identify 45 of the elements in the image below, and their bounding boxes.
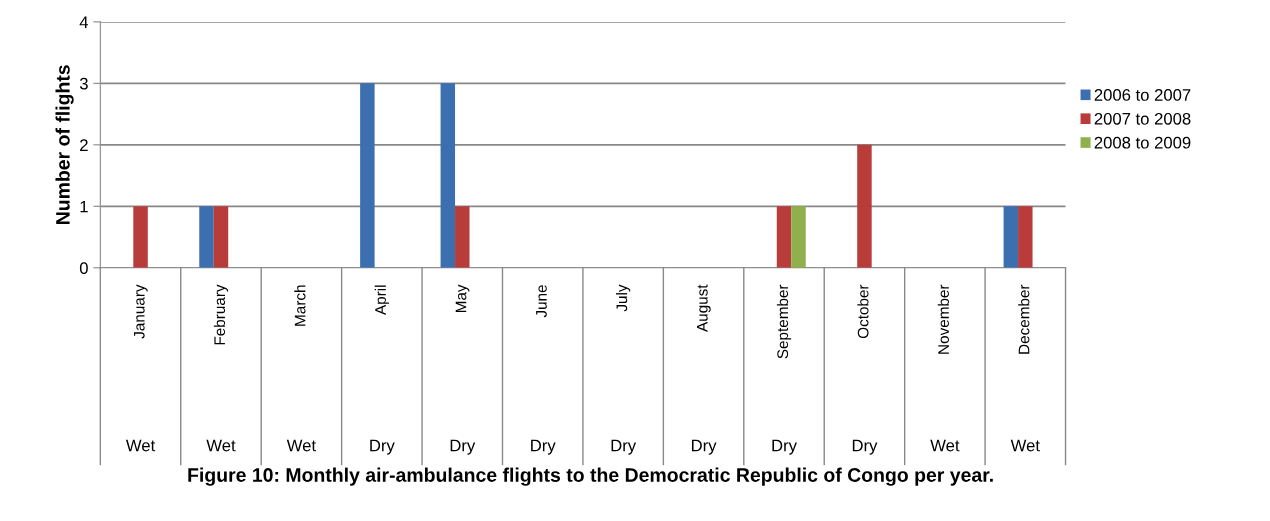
x-tick-label: December (1018, 284, 1030, 354)
bar (199, 206, 214, 268)
bar (440, 83, 456, 268)
text: Dry (691, 439, 717, 455)
y-axis-title: Number of flights (55, 65, 74, 225)
legend-label: 2006 to 2007 (1094, 89, 1191, 101)
text: Wet (930, 439, 960, 452)
text: Wet (1010, 439, 1040, 452)
text: Dry (852, 439, 878, 455)
text: Wet (206, 439, 236, 452)
bar (791, 206, 806, 268)
y-tick-label: 0 (79, 262, 88, 274)
text: Dry (370, 439, 395, 455)
bar (213, 206, 229, 268)
x-tick-label: July (616, 284, 631, 312)
text: Dry (611, 439, 637, 455)
bar (1018, 206, 1033, 268)
x-tick-label: October (857, 284, 869, 339)
x-tick-label: February (213, 284, 229, 345)
legend-label: 2007 to 2008 (1094, 112, 1191, 125)
y-tick-label: 3 (79, 77, 88, 90)
text: Dry (772, 439, 797, 455)
x-tick-label: August (697, 284, 711, 332)
x-tick-label: March (294, 285, 306, 326)
bar (857, 144, 872, 268)
text: Wet (125, 439, 156, 452)
bar (133, 206, 148, 268)
text: Wet (286, 439, 316, 452)
text: Dry (531, 439, 556, 455)
x-tick-label: January (133, 284, 148, 339)
x-tick-label: June (536, 285, 547, 318)
y-tick-label: 2 (80, 139, 88, 151)
bar (360, 83, 375, 268)
text: Figure 10: Monthly air-ambulance flights to the Democratic Republic of Congo per year. (188, 467, 993, 486)
x-tick-label: September (776, 284, 792, 359)
x-tick-label: November (937, 284, 949, 354)
x-tick-label: April (374, 285, 389, 315)
text: Dry (450, 439, 476, 455)
y-tick-label: 4 (79, 16, 89, 28)
bar (1003, 206, 1019, 268)
y-tick-label: 1 (80, 200, 88, 213)
x-tick-label: May (455, 284, 470, 313)
bar (455, 206, 470, 268)
legend-label: 2008 to 2009 (1094, 136, 1191, 149)
bar (776, 206, 792, 268)
